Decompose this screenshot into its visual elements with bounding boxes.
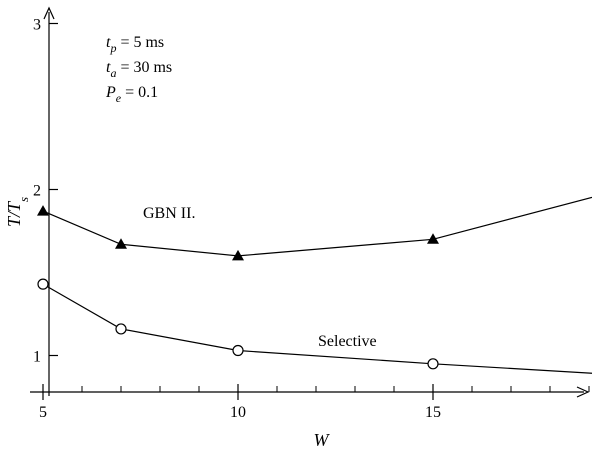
data-point-circle bbox=[428, 359, 438, 369]
tick-labels: 51015202530123 bbox=[33, 17, 592, 422]
parameter-annotation: ta = 30 ms bbox=[106, 59, 172, 80]
data-point-triangle bbox=[115, 238, 127, 249]
labels: W T/Ts GBN II. Selective bbox=[4, 197, 377, 450]
y-axis-label: T/Ts bbox=[4, 197, 31, 227]
data-point-circle bbox=[233, 346, 243, 356]
x-tick-label: 5 bbox=[39, 404, 47, 421]
data-point-circle bbox=[38, 279, 48, 289]
parameter-annotation: tp = 5 ms bbox=[106, 34, 164, 55]
series-label-gbn: GBN II. bbox=[143, 205, 195, 222]
y-tick-label: 3 bbox=[33, 17, 41, 34]
series-label-selective: Selective bbox=[318, 333, 377, 350]
x-tick-label: 10 bbox=[230, 404, 246, 421]
data-point-triangle bbox=[37, 205, 49, 216]
y-tick-label: 2 bbox=[33, 183, 41, 200]
x-tick-label: 15 bbox=[425, 404, 441, 421]
x-axis-label: W bbox=[314, 430, 331, 450]
y-tick-label: 1 bbox=[33, 349, 41, 366]
parameter-annotation: Pe = 0.1 bbox=[105, 84, 158, 105]
data-point-circle bbox=[116, 324, 126, 334]
annotations: tp = 5 ms ta = 30 ms Pe = 0.1 bbox=[105, 34, 172, 105]
